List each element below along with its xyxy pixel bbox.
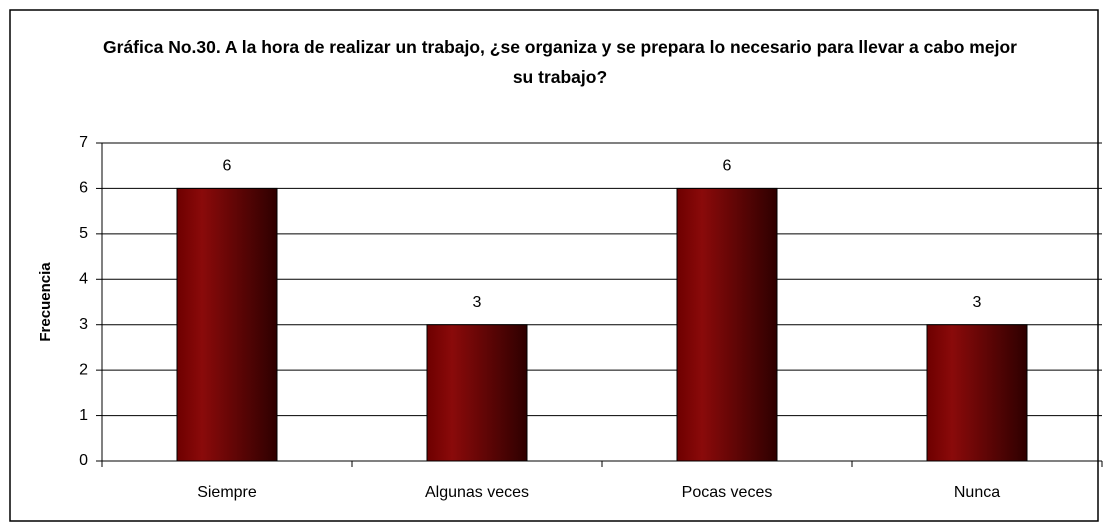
y-tick-label: 4 (79, 271, 88, 288)
chart-title: Gráfica No.30. A la hora de realizar un … (103, 37, 1017, 87)
y-axis-label: Frecuencia (37, 262, 54, 342)
data-label: 3 (973, 294, 982, 311)
y-tick-label: 1 (79, 407, 88, 424)
bar (426, 324, 528, 462)
bar (926, 324, 1028, 462)
y-tick-label: 7 (79, 134, 88, 151)
y-tick-label: 5 (79, 225, 88, 242)
data-label: 3 (473, 294, 482, 311)
data-label: 6 (223, 158, 232, 175)
x-tick-label: Nunca (954, 484, 1000, 501)
y-tick-label: 2 (79, 361, 88, 378)
data-label: 6 (723, 158, 732, 175)
x-tick-label: Siempre (197, 484, 257, 501)
y-tick-label: 6 (79, 180, 88, 197)
bar (676, 187, 778, 462)
x-tick-label: Pocas veces (682, 484, 773, 501)
y-tick-label: 3 (79, 316, 88, 333)
bar (176, 187, 278, 462)
y-tick-label: 0 (79, 452, 88, 469)
x-tick-label: Algunas veces (425, 484, 529, 501)
chart-frame (9, 9, 1099, 522)
